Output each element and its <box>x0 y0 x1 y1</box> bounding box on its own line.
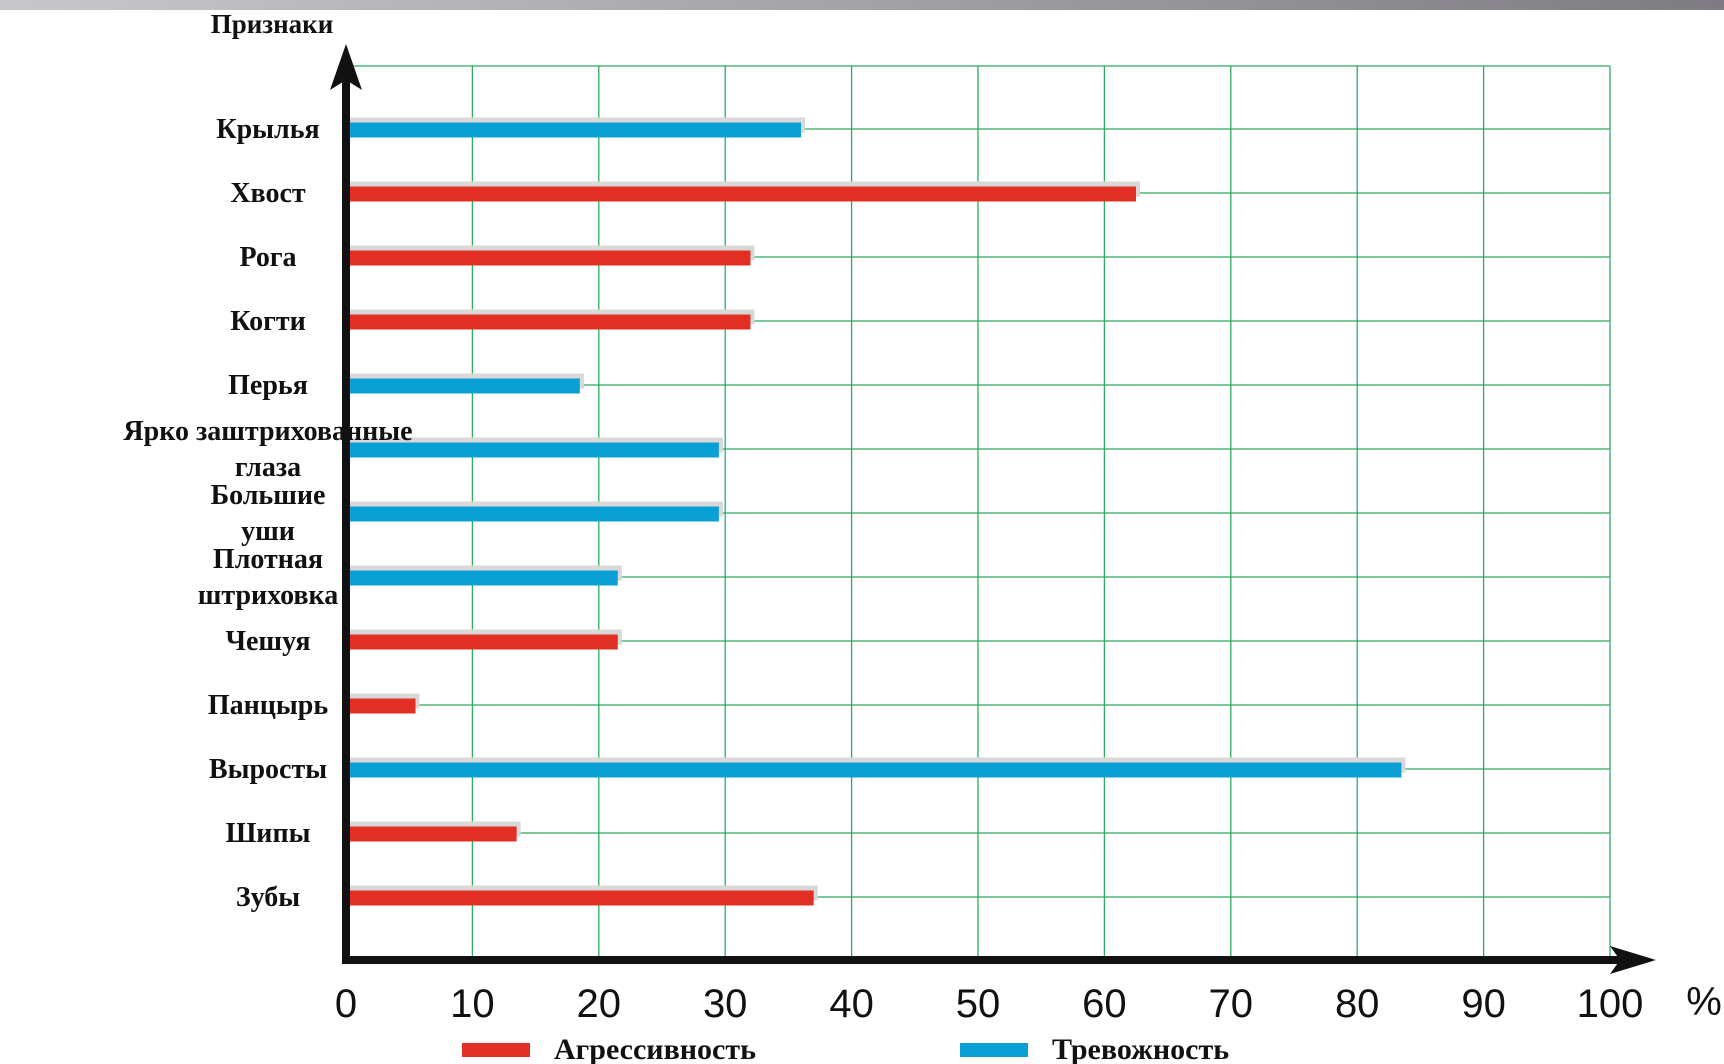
category-label: Большие <box>211 480 326 511</box>
bar <box>348 122 802 138</box>
x-tick-label: 60 <box>1082 982 1127 1026</box>
category-label: глаза <box>235 452 301 483</box>
x-tick-label: 0 <box>335 982 357 1026</box>
bars <box>348 117 1406 906</box>
y-axis-arrow <box>330 44 362 90</box>
y-axis-label: Признаки <box>211 9 334 39</box>
axes <box>330 44 1656 974</box>
category-label: уши <box>241 516 295 547</box>
category-label: Когти <box>230 306 306 337</box>
bar <box>348 698 416 714</box>
bar <box>348 186 1136 202</box>
x-tick-label: 50 <box>956 982 1001 1026</box>
category-label: Перья <box>228 370 308 401</box>
x-tick-label: 10 <box>450 982 495 1026</box>
bar <box>348 826 517 842</box>
category-label: Зубы <box>236 882 300 913</box>
x-tick-label: 100 <box>1577 982 1644 1026</box>
category-labels: Крылья Хвост Рога Когти Перья Ярко заштрихова… <box>123 114 412 913</box>
category-label: Панцырь <box>208 690 328 721</box>
bar <box>348 442 719 458</box>
x-tick-label: 40 <box>829 982 874 1026</box>
category-label: Крылья <box>216 114 319 145</box>
legend-swatch <box>462 1043 530 1057</box>
legend-label: Тревожность <box>1052 1033 1229 1064</box>
x-tick-label: 90 <box>1461 982 1506 1026</box>
category-label: Ярко заштрихованные <box>123 416 412 447</box>
bar <box>348 314 751 330</box>
legend: Агрессивность Тревожность <box>462 1033 1229 1064</box>
top-border <box>0 0 1724 10</box>
x-tick-label: 30 <box>703 982 748 1026</box>
x-axis-arrow <box>1610 946 1656 974</box>
bar <box>348 634 618 650</box>
x-tick-label: 70 <box>1209 982 1254 1026</box>
x-tick-labels: 0 10 20 30 40 50 60 70 80 90 100 <box>335 982 1644 1026</box>
legend-label: Агрессивность <box>554 1033 756 1064</box>
category-label: Выросты <box>209 754 327 785</box>
category-label: штриховка <box>198 580 339 611</box>
category-label: Плотная <box>213 544 323 575</box>
bar <box>348 570 618 586</box>
category-label: Чешуя <box>225 626 310 657</box>
legend-swatch <box>960 1043 1028 1057</box>
bar <box>348 250 751 266</box>
category-label: Рога <box>239 242 296 273</box>
bar <box>348 506 719 522</box>
bar <box>348 762 1402 778</box>
bar <box>348 890 814 906</box>
bar <box>348 378 580 394</box>
x-axis-unit-label: % <box>1686 980 1722 1024</box>
category-label: Хвост <box>230 178 306 209</box>
category-label: Шипы <box>226 818 311 849</box>
x-tick-label: 20 <box>577 982 622 1026</box>
x-tick-label: 80 <box>1335 982 1380 1026</box>
